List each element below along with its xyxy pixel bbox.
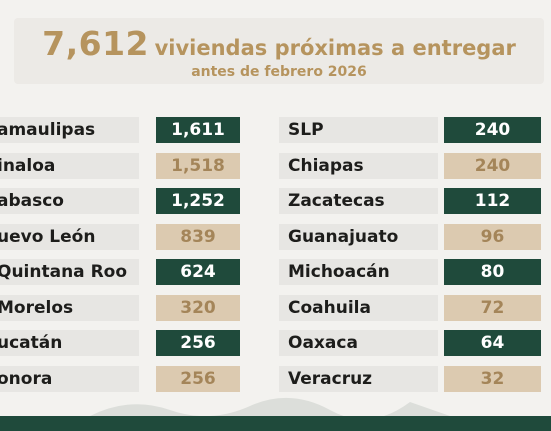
state-label-box: ucatán <box>0 330 139 356</box>
state-name: Morelos <box>0 297 74 318</box>
state-name: Michoacán <box>288 262 390 282</box>
state-name: uevo León <box>0 226 96 247</box>
state-label-box: uevo León <box>0 223 139 250</box>
housing-count: 320 <box>156 294 240 321</box>
page-title: 7,612 viviendas próximas a entregar <box>14 24 544 63</box>
state-label-box: inaloa <box>0 152 139 179</box>
total-count: 7,612 <box>42 24 150 63</box>
state-name: amaulipas <box>0 120 96 140</box>
housing-count: 112 <box>444 188 541 214</box>
housing-count: 839 <box>156 223 240 250</box>
state-name: Coahuila <box>288 297 371 318</box>
state-name: abasco <box>0 191 64 211</box>
housing-count: 240 <box>444 117 541 143</box>
decorative-pattern-icon <box>90 398 450 416</box>
housing-count: 1,611 <box>156 117 240 143</box>
state-name: Chiapas <box>288 155 364 176</box>
state-name: Veracruz <box>288 368 373 389</box>
state-label-box: Michoacán <box>279 259 438 285</box>
state-name: Oaxaca <box>288 333 358 353</box>
housing-count: 32 <box>444 365 541 392</box>
title-text: viviendas próximas a entregar <box>154 36 516 60</box>
housing-count: 624 <box>156 259 240 285</box>
housing-count: 1,518 <box>156 152 240 179</box>
state-label-box: Oaxaca <box>279 330 438 356</box>
footer-bar <box>0 416 551 431</box>
housing-count: 1,252 <box>156 188 240 214</box>
state-label-box: Quintana Roo <box>0 259 139 285</box>
housing-count: 64 <box>444 330 541 356</box>
state-name: onora <box>0 368 53 389</box>
state-label-box: abasco <box>0 188 139 214</box>
state-name: Guanajuato <box>288 226 399 247</box>
housing-count: 256 <box>156 365 240 392</box>
state-label-box: Veracruz <box>279 365 438 392</box>
state-label-box: Chiapas <box>279 152 438 179</box>
state-label-box: Guanajuato <box>279 223 438 250</box>
state-name: SLP <box>288 120 324 140</box>
subtitle: antes de febrero 2026 <box>191 64 367 80</box>
state-name: Quintana Roo <box>0 262 128 282</box>
state-label-box: amaulipas <box>0 117 139 143</box>
state-label-box: Morelos <box>0 294 139 321</box>
state-label-box: SLP <box>279 117 438 143</box>
state-name: inaloa <box>0 155 56 176</box>
state-label-box: onora <box>0 365 139 392</box>
state-label-box: Coahuila <box>279 294 438 321</box>
housing-count: 256 <box>156 330 240 356</box>
housing-count: 80 <box>444 259 541 285</box>
housing-count: 96 <box>444 223 541 250</box>
header-box: 7,612 viviendas próximas a entregar ante… <box>14 18 544 84</box>
state-name: ucatán <box>0 333 63 353</box>
housing-count: 72 <box>444 294 541 321</box>
state-label-box: Zacatecas <box>279 188 438 214</box>
housing-count: 240 <box>444 152 541 179</box>
state-name: Zacatecas <box>288 191 385 211</box>
